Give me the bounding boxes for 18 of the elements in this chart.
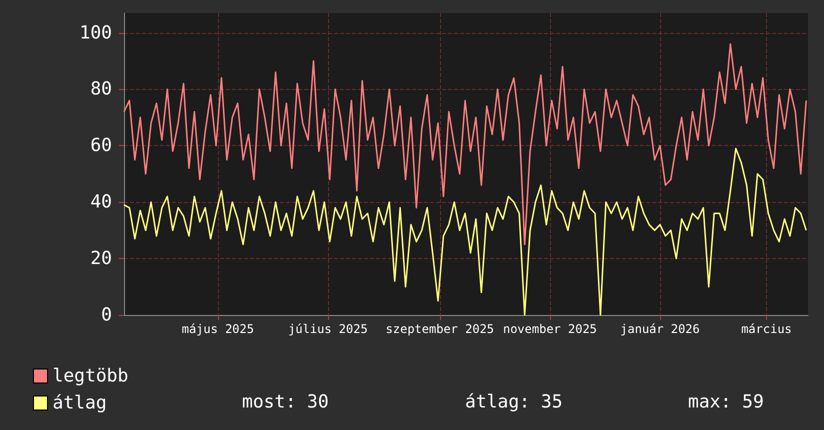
text: max: 59	[688, 392, 764, 412]
y-tick-label: 60	[90, 135, 112, 156]
legend-label: legtöbb	[52, 366, 128, 386]
y-tick-label: 100	[79, 22, 112, 44]
x-tick-label: július 2025	[288, 322, 368, 336]
text: átlag: 35	[465, 392, 563, 412]
text: most: 30	[242, 392, 329, 412]
y-tick-label: 0	[101, 304, 112, 326]
y-tick-label: 20	[90, 248, 112, 270]
x-tick-label: január 2026	[620, 322, 700, 336]
x-tick-label: március	[741, 322, 792, 336]
x-tick-label: május 2025	[182, 322, 254, 336]
y-tick-label: 80	[90, 78, 112, 100]
line-series	[123, 43, 807, 246]
y-tick-label: 40	[90, 192, 112, 213]
x-tick-label: szeptember 2025	[386, 322, 494, 336]
legend-label: átlag	[52, 392, 107, 414]
x-tick-label: november 2025	[502, 322, 597, 336]
